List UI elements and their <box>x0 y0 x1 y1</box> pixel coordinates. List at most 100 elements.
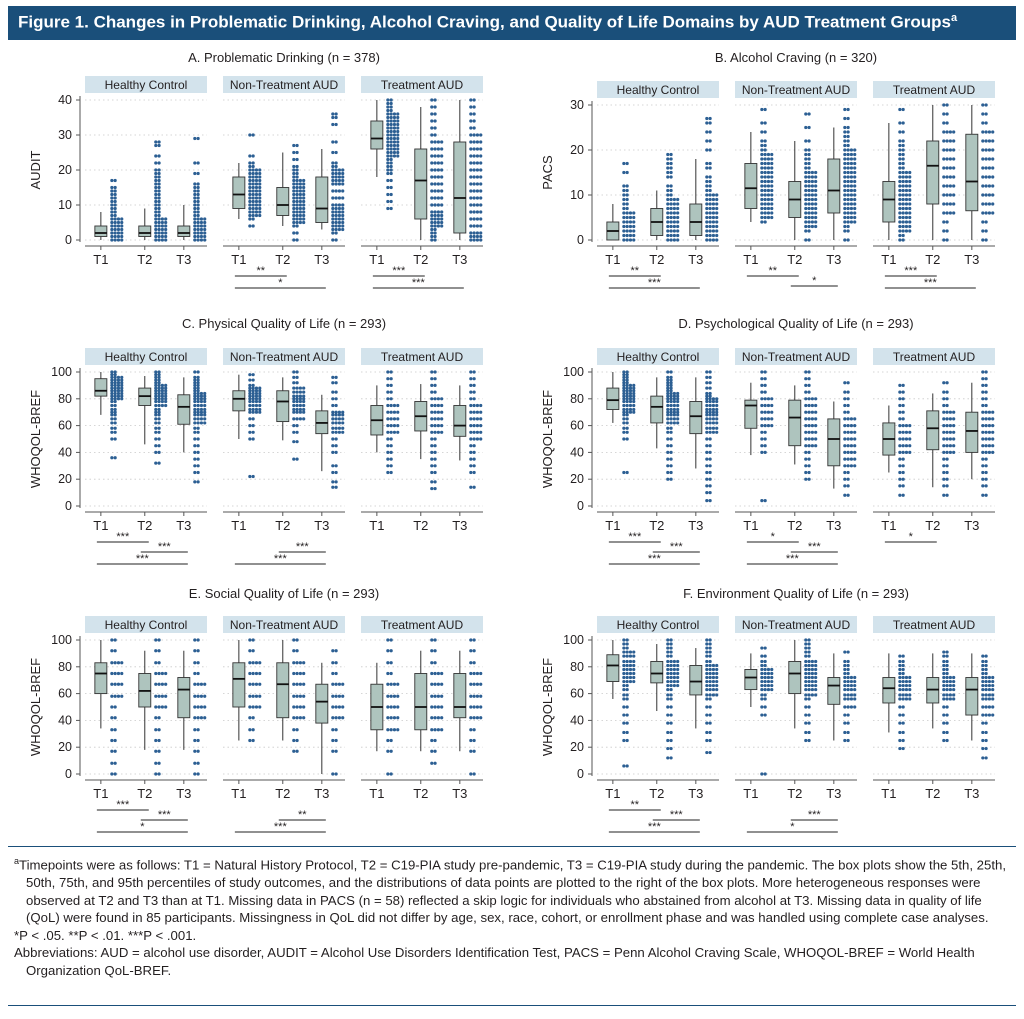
data-point <box>766 184 771 188</box>
data-point <box>302 217 306 221</box>
data-point <box>113 682 117 686</box>
data-point <box>196 182 200 186</box>
data-point <box>469 682 473 686</box>
data-point <box>116 378 121 382</box>
data-point <box>157 728 161 732</box>
data-point <box>898 161 902 166</box>
data-point <box>898 721 902 725</box>
data-point <box>898 229 902 233</box>
data-point <box>853 424 857 428</box>
data-point <box>942 675 946 680</box>
data-point <box>676 413 680 417</box>
data-point <box>948 410 952 414</box>
data-point <box>251 168 255 172</box>
data-point <box>154 738 158 743</box>
data-point <box>945 238 949 242</box>
data-point <box>475 424 480 428</box>
data-point <box>715 206 719 211</box>
data-point <box>981 410 985 414</box>
data-point <box>810 188 814 193</box>
data-point <box>763 430 767 434</box>
data-point <box>392 705 397 709</box>
data-point <box>110 417 114 421</box>
data-point <box>898 484 902 488</box>
data-point <box>469 154 473 158</box>
data-point <box>711 215 716 220</box>
data-point <box>981 484 985 488</box>
data-point <box>669 152 673 157</box>
data-point <box>715 238 719 242</box>
data-point <box>469 705 473 709</box>
data-point <box>298 394 302 398</box>
data-point <box>433 220 437 225</box>
x-tick-label: T2 <box>649 518 664 533</box>
data-point <box>666 671 670 676</box>
data-point <box>203 403 207 408</box>
data-point <box>770 197 774 202</box>
data-point <box>770 679 774 684</box>
data-point <box>901 667 905 672</box>
data-point <box>302 716 306 720</box>
data-point <box>113 430 117 434</box>
data-point <box>430 140 434 144</box>
box <box>650 395 664 424</box>
x-tick-label: T2 <box>649 786 664 801</box>
data-point <box>331 161 335 165</box>
data-point <box>154 206 158 211</box>
data-point <box>770 179 774 184</box>
data-point <box>904 175 909 179</box>
data-point <box>901 746 905 751</box>
data-point <box>193 389 197 393</box>
data-point <box>396 136 400 141</box>
data-point <box>705 197 709 202</box>
data-point <box>479 196 483 200</box>
data-point <box>298 182 302 186</box>
box <box>315 683 329 724</box>
data-point <box>113 749 117 753</box>
data-point <box>302 182 306 186</box>
data-point <box>669 642 673 646</box>
data-point <box>157 182 161 186</box>
data-point <box>622 713 626 717</box>
data-point <box>705 693 709 697</box>
data-point <box>763 175 767 179</box>
data-point <box>760 683 764 688</box>
data-point <box>814 659 818 664</box>
data-point <box>669 721 673 725</box>
data-point <box>472 238 476 242</box>
data-point <box>901 430 905 434</box>
facet-strip <box>597 348 719 365</box>
data-point <box>984 687 988 692</box>
data-point <box>984 693 988 697</box>
data-point <box>258 192 262 197</box>
data-point <box>942 202 946 206</box>
data-point <box>628 220 633 224</box>
data-point <box>295 231 299 235</box>
data-point <box>113 189 117 193</box>
chart-panel-d: D. Psychological Quality of Life (n = 29… <box>540 316 995 565</box>
data-point <box>898 166 902 170</box>
data-point <box>632 659 636 664</box>
data-point <box>814 170 818 175</box>
data-point <box>433 126 437 130</box>
data-point <box>392 129 397 134</box>
data-point <box>807 197 811 202</box>
data-point <box>298 694 302 698</box>
data-point <box>987 679 992 684</box>
data-point <box>763 161 767 166</box>
data-point <box>666 224 670 229</box>
data-point <box>113 213 117 218</box>
data-point <box>389 112 393 116</box>
data-point <box>770 683 774 688</box>
data-point <box>625 421 629 425</box>
data-point <box>154 749 158 753</box>
data-point <box>430 761 434 765</box>
data-point <box>945 675 949 680</box>
data-point <box>392 403 397 408</box>
data-point <box>251 738 255 743</box>
data-point <box>814 220 818 224</box>
data-point <box>898 671 902 676</box>
data-point <box>196 470 200 475</box>
data-point <box>942 721 946 725</box>
data-point <box>254 178 259 183</box>
